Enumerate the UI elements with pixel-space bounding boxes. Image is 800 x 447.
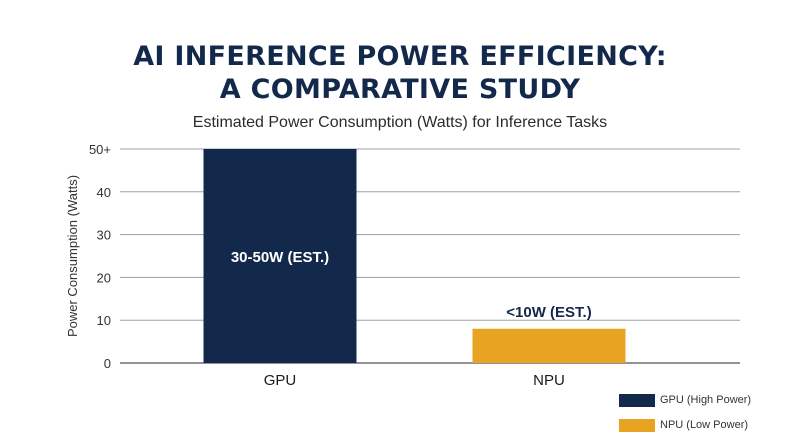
legend-swatch-gpu [619, 393, 655, 407]
bar-gpu [203, 149, 357, 363]
chart-title: AI INFERENCE POWER EFFICIENCY: A COMPARA… [0, 40, 800, 106]
legend-item-gpu: GPU (High Power) [619, 393, 751, 407]
data-label-gpu: 30-50W (EST.) [231, 249, 329, 266]
x-tick-label-gpu: GPU [264, 372, 297, 389]
bar-npu [472, 328, 626, 363]
y-tick-label-50: 50+ [89, 142, 111, 157]
y-tick-label-30: 30 [97, 228, 111, 243]
x-tick-label-npu: NPU [533, 372, 565, 389]
legend-swatch-npu [619, 418, 655, 432]
chart-title-line-2: A COMPARATIVE STUDY [219, 74, 581, 105]
y-tick-label-40: 40 [97, 185, 111, 200]
data-label-npu: <10W (EST.) [506, 304, 591, 321]
chart-subtitle: Estimated Power Consumption (Watts) for … [192, 114, 608, 131]
y-tick-label-20: 20 [97, 270, 111, 285]
legend-item-npu: NPU (Low Power) [619, 418, 751, 432]
y-axis-label: Power Consumption (Watts) [65, 175, 80, 337]
legend-label-gpu: GPU (High Power) [660, 394, 752, 406]
y-tick-label-10: 10 [97, 313, 111, 328]
legend: GPU (High Power) NPU (Low Power) [619, 393, 751, 443]
chart-title-line-1: AI INFERENCE POWER EFFICIENCY: [133, 41, 667, 72]
legend-label-npu: NPU (Low Power) [660, 419, 749, 431]
y-tick-label-0: 0 [104, 356, 111, 371]
